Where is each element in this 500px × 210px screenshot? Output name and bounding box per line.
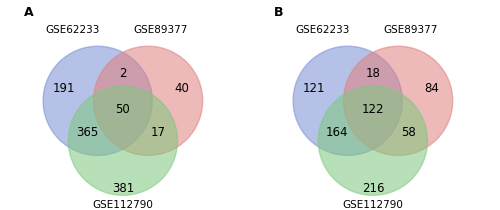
Text: 50: 50 bbox=[116, 103, 130, 116]
Text: GSE62233: GSE62233 bbox=[296, 25, 350, 35]
Text: 17: 17 bbox=[151, 126, 166, 139]
Text: 2: 2 bbox=[119, 67, 126, 80]
Text: 365: 365 bbox=[76, 126, 98, 139]
Text: 18: 18 bbox=[366, 67, 380, 80]
Text: 84: 84 bbox=[424, 82, 439, 95]
Circle shape bbox=[43, 46, 152, 155]
Circle shape bbox=[344, 46, 452, 155]
Text: GSE112790: GSE112790 bbox=[342, 200, 404, 210]
Text: GSE112790: GSE112790 bbox=[92, 200, 154, 210]
Text: 58: 58 bbox=[401, 126, 416, 139]
Text: 381: 381 bbox=[112, 182, 134, 196]
Circle shape bbox=[68, 86, 178, 195]
Text: GSE89377: GSE89377 bbox=[134, 25, 188, 35]
Text: A: A bbox=[24, 6, 34, 19]
Text: GSE62233: GSE62233 bbox=[46, 25, 100, 35]
Text: 216: 216 bbox=[362, 182, 384, 196]
Circle shape bbox=[318, 86, 428, 195]
Text: 164: 164 bbox=[326, 126, 348, 139]
Text: B: B bbox=[274, 6, 283, 19]
Circle shape bbox=[293, 46, 403, 155]
Text: 122: 122 bbox=[362, 103, 384, 116]
Text: GSE89377: GSE89377 bbox=[384, 25, 438, 35]
Circle shape bbox=[94, 46, 202, 155]
Text: 191: 191 bbox=[53, 82, 76, 95]
Text: 121: 121 bbox=[303, 82, 326, 95]
Text: 40: 40 bbox=[174, 82, 189, 95]
